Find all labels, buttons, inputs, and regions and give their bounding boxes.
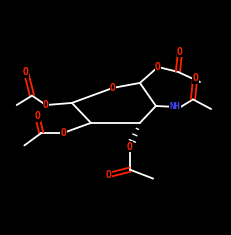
Text: O: O <box>176 47 182 57</box>
Text: O: O <box>126 142 132 152</box>
Text: O: O <box>34 111 40 121</box>
Text: O: O <box>43 100 49 110</box>
Text: O: O <box>191 73 197 83</box>
Text: O: O <box>154 62 160 72</box>
Text: NH: NH <box>169 102 179 111</box>
Text: O: O <box>109 83 116 93</box>
Text: O: O <box>23 67 29 77</box>
Text: O: O <box>60 128 66 138</box>
Text: O: O <box>105 170 111 180</box>
